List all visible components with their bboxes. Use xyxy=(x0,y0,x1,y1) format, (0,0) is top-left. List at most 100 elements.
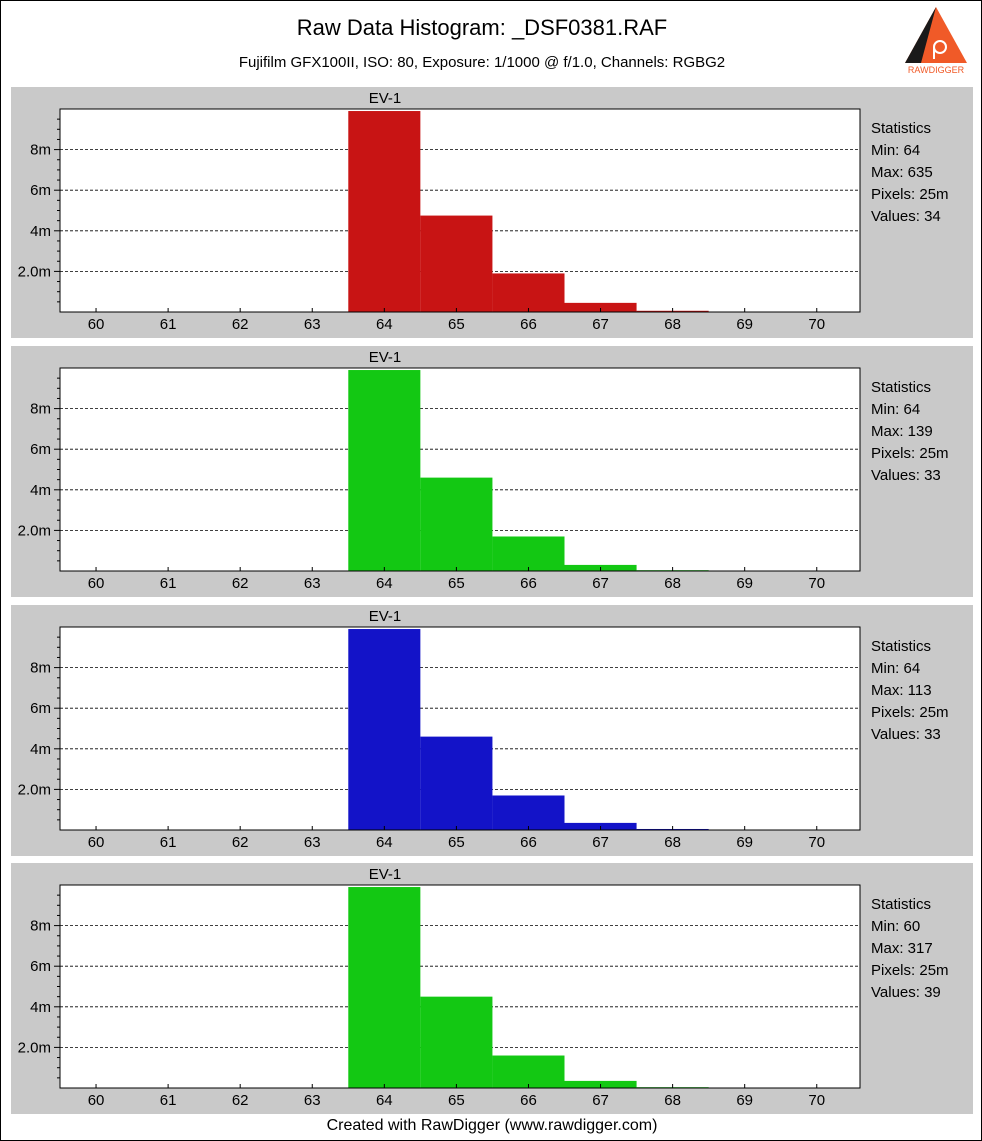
x-tick-label: 70 xyxy=(808,316,825,333)
histogram-plot: 2.0m 4m 6m 8m 60 61 62 63 64 65 66 67 68 69 70 xyxy=(18,108,861,333)
histogram-bar xyxy=(420,215,493,312)
statistics-box: Statistics Min: 64 Max: 635 Pixels: 25m Valu… xyxy=(871,118,949,228)
statistics-min: Min: 64 xyxy=(871,660,921,677)
x-tick-label: 63 xyxy=(304,575,321,592)
x-tick-label: 60 xyxy=(88,1092,105,1109)
histogram-bar xyxy=(348,111,421,312)
x-tick-label: 63 xyxy=(304,834,321,851)
statistics-min: Min: 64 xyxy=(871,142,921,159)
x-tick-label: 61 xyxy=(160,316,177,333)
histogram-plot: 2.0m 4m 6m 8m 60 61 62 63 64 65 66 67 68 69 70 xyxy=(18,367,861,592)
ev-annotation: EV-1 xyxy=(368,866,402,883)
x-tick-label: 67 xyxy=(592,575,609,592)
statistics-box: Statistics Min: 60 Max: 317 Pixels: 25m Valu… xyxy=(871,894,949,1004)
histogram-panel-g2: 2.0m 4m 6m 8m 60 61 62 63 64 65 66 67 68 69 70 EV-1 Stat… xyxy=(11,863,973,1114)
histogram-bar xyxy=(348,370,421,571)
x-tick-label: 64 xyxy=(376,575,393,592)
x-tick-label: 63 xyxy=(304,316,321,333)
histogram-plot: 2.0m 4m 6m 8m 60 61 62 63 64 65 66 67 68 69 70 xyxy=(18,884,861,1109)
y-tick-label: 8m xyxy=(30,660,51,677)
statistics-max: Max: 113 xyxy=(871,682,932,699)
y-tick-label: 6m xyxy=(30,182,51,199)
x-tick-label: 68 xyxy=(664,575,681,592)
x-tick-label: 69 xyxy=(736,316,753,333)
statistics-box: Statistics Min: 64 Max: 139 Pixels: 25m Valu… xyxy=(871,377,949,487)
statistics-heading: Statistics xyxy=(871,896,932,913)
x-tick-label: 65 xyxy=(448,575,465,592)
x-tick-label: 63 xyxy=(304,1092,321,1109)
x-tick-label: 66 xyxy=(520,316,537,333)
x-tick-label: 62 xyxy=(232,834,249,851)
y-tick-label: 4m xyxy=(30,999,51,1016)
histogram-panel-b: 2.0m 4m 6m 8m 60 61 62 63 64 65 66 67 68 69 70 EV-1 Stat… xyxy=(11,605,973,856)
statistics-values: Values: 33 xyxy=(871,467,941,484)
x-tick-label: 61 xyxy=(160,834,177,851)
x-tick-label: 65 xyxy=(448,834,465,851)
statistics-box: Statistics Min: 64 Max: 113 Pixels: 25m Valu… xyxy=(871,636,949,746)
x-tick-label: 66 xyxy=(520,1092,537,1109)
x-tick-label: 65 xyxy=(448,316,465,333)
statistics-values: Values: 34 xyxy=(871,208,941,225)
rawdigger-logo: RAWDIGGER xyxy=(905,7,967,75)
histogram-panel-r: 2.0m 4m 6m 8m 60 61 62 63 64 65 66 67 68 69 70 EV-1 Stat… xyxy=(11,87,973,338)
x-tick-label: 60 xyxy=(88,834,105,851)
statistics-pixels: Pixels: 25m xyxy=(871,962,949,979)
x-tick-label: 68 xyxy=(664,1092,681,1109)
histogram-bar xyxy=(492,795,565,830)
chart-title: Raw Data Histogram: _DSF0381.RAF xyxy=(296,15,668,40)
chart-subtitle: Fujifilm GFX100II, ISO: 80, Exposure: 1/… xyxy=(238,54,726,71)
ev-annotation: EV-1 xyxy=(368,349,402,366)
y-tick-label: 2.0m xyxy=(18,781,51,798)
x-tick-label: 68 xyxy=(664,834,681,851)
y-tick-label: 4m xyxy=(30,741,51,758)
histogram-bar xyxy=(492,273,565,312)
ev-annotation: EV-1 xyxy=(368,608,402,625)
histogram-bar xyxy=(420,477,493,571)
statistics-heading: Statistics xyxy=(871,379,932,396)
histogram-plot: 2.0m 4m 6m 8m 60 61 62 63 64 65 66 67 68 69 70 xyxy=(18,626,861,851)
statistics-heading: Statistics xyxy=(871,638,932,655)
statistics-pixels: Pixels: 25m xyxy=(871,186,949,203)
statistics-values: Values: 33 xyxy=(871,726,941,743)
y-tick-label: 6m xyxy=(30,958,51,975)
x-tick-label: 60 xyxy=(88,575,105,592)
histogram-bar xyxy=(492,536,565,571)
x-tick-label: 62 xyxy=(232,316,249,333)
y-tick-label: 2.0m xyxy=(18,263,51,280)
statistics-values: Values: 39 xyxy=(871,984,941,1001)
x-tick-label: 67 xyxy=(592,1092,609,1109)
y-tick-label: 2.0m xyxy=(18,522,51,539)
y-tick-label: 8m xyxy=(30,918,51,935)
y-tick-label: 2.0m xyxy=(18,1039,51,1056)
x-tick-label: 64 xyxy=(376,1092,393,1109)
logo-shadow xyxy=(905,7,936,63)
histogram-bar xyxy=(420,736,493,830)
x-tick-label: 70 xyxy=(808,834,825,851)
x-tick-label: 69 xyxy=(736,1092,753,1109)
x-tick-label: 66 xyxy=(520,834,537,851)
x-tick-label: 69 xyxy=(736,575,753,592)
x-tick-label: 70 xyxy=(808,575,825,592)
histogram-bar xyxy=(420,996,493,1088)
y-tick-label: 8m xyxy=(30,142,51,159)
histogram-bar xyxy=(492,1055,565,1088)
x-tick-label: 70 xyxy=(808,1092,825,1109)
x-tick-label: 61 xyxy=(160,575,177,592)
histogram-panel-g: 2.0m 4m 6m 8m 60 61 62 63 64 65 66 67 68 69 70 EV-1 Stat… xyxy=(11,346,973,597)
statistics-max: Max: 317 xyxy=(871,940,933,957)
statistics-heading: Statistics xyxy=(871,120,932,137)
x-tick-label: 61 xyxy=(160,1092,177,1109)
statistics-max: Max: 635 xyxy=(871,164,933,181)
x-tick-label: 62 xyxy=(232,575,249,592)
histogram-bar xyxy=(348,887,421,1088)
logo-text: RAWDIGGER xyxy=(908,65,965,75)
x-tick-label: 68 xyxy=(664,316,681,333)
x-tick-label: 67 xyxy=(592,316,609,333)
statistics-pixels: Pixels: 25m xyxy=(871,445,949,462)
x-tick-label: 64 xyxy=(376,834,393,851)
footer-credit: Created with RawDigger (www.rawdigger.co… xyxy=(326,1117,658,1134)
statistics-min: Min: 64 xyxy=(871,401,921,418)
histogram-bar xyxy=(348,629,421,830)
x-tick-label: 66 xyxy=(520,575,537,592)
